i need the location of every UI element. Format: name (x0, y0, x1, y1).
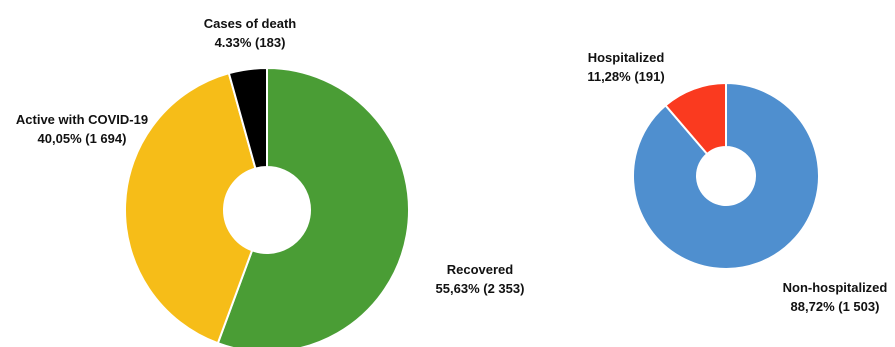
label-cases-of-death-name: Cases of death (204, 16, 297, 31)
label-non-hospitalized-value: 88,72% (1 503) (791, 299, 880, 314)
slice-non-hospitalized (632, 81, 820, 270)
slice-active-with-covid-19 (124, 71, 257, 345)
left-donut-chart (124, 66, 410, 347)
slice-cases-of-death (227, 66, 268, 170)
label-active-value: 40,05% (1 694) (38, 131, 127, 146)
label-recovered-value: 55,63% (2 353) (436, 281, 525, 296)
label-cases-of-death-value: 4.33% (183) (215, 35, 286, 50)
slice-hospitalized (664, 81, 727, 156)
label-active-name: Active with COVID-19 (16, 112, 148, 127)
label-recovered-name: Recovered (447, 262, 514, 277)
label-hospitalized-name: Hospitalized (588, 50, 665, 65)
right-donut-chart (632, 81, 820, 270)
label-hospitalized-value: 11,28% (191) (587, 69, 664, 84)
label-non-hospitalized-name: Non-hospitalized (783, 280, 888, 295)
